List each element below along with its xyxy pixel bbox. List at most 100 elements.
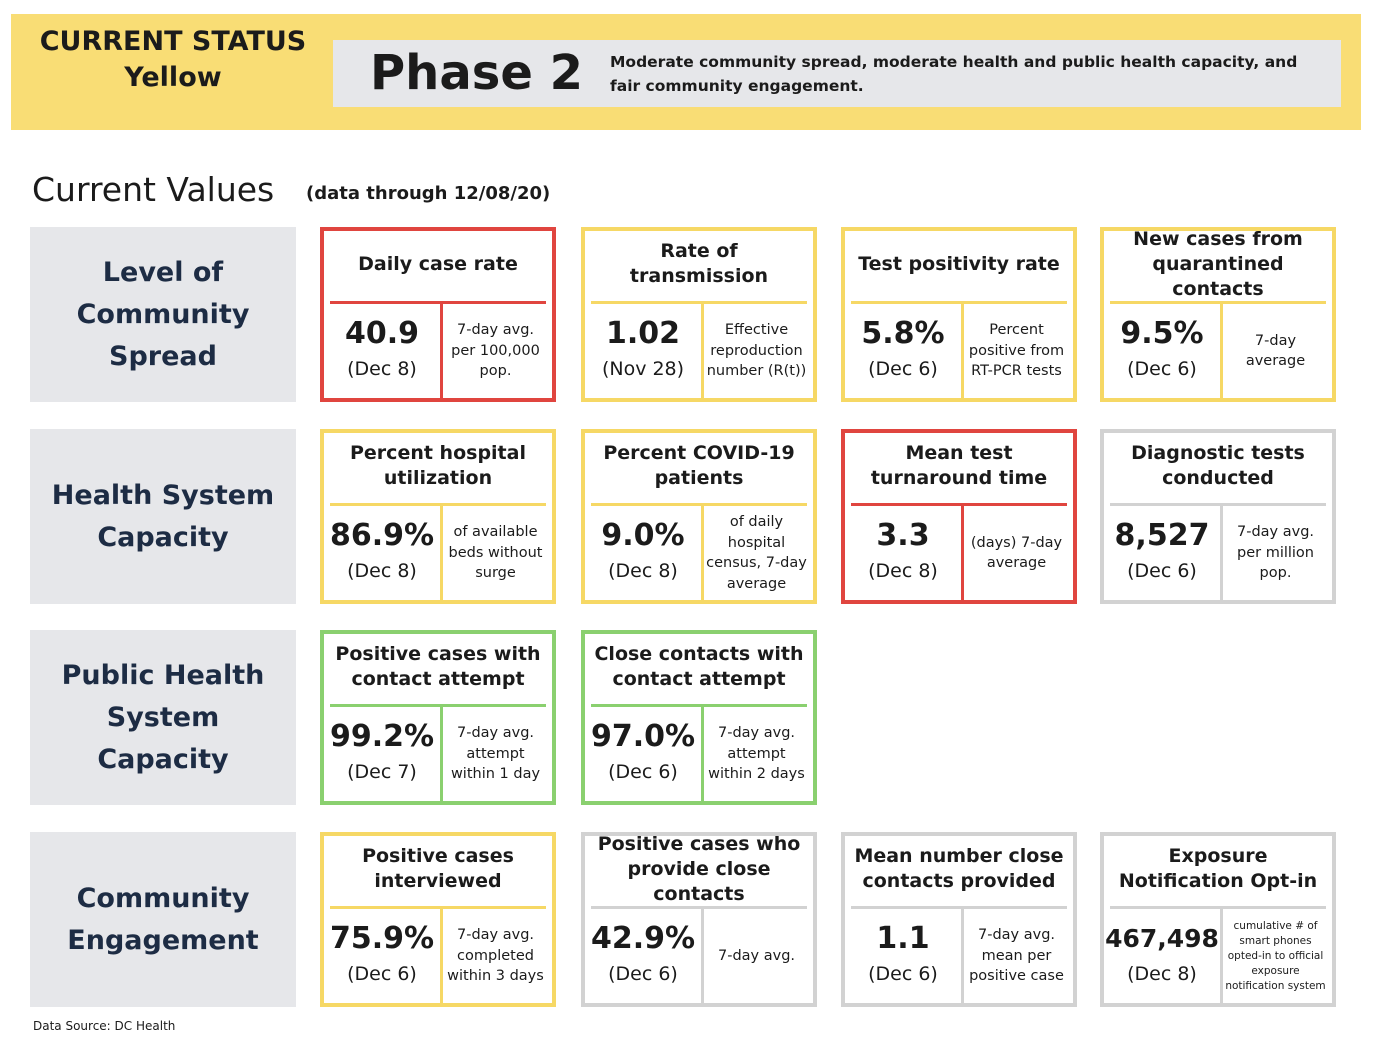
category-community-spread: Level of Community Spread (30, 227, 296, 402)
metric-title: Exposure Notification Opt-in (1118, 845, 1318, 892)
metric-date: (Nov 28) (601, 358, 685, 380)
divider (440, 304, 443, 398)
divider (591, 906, 807, 909)
divider (701, 707, 704, 801)
metric-card-mean-close-contacts: Mean number close contacts provided 1.1 … (841, 832, 1077, 1007)
metric-title: Test positivity rate (858, 252, 1060, 275)
metric-card-exposure-notification: Exposure Notification Opt-in 467,498 (De… (1100, 832, 1336, 1007)
phase-title: Phase 2 (370, 45, 583, 101)
category-community-engagement: Community Engagement (30, 832, 296, 1007)
status-heading: CURRENT STATUS (39, 26, 307, 57)
metric-date: (Dec 8) (347, 560, 417, 582)
metric-date: (Dec 6) (347, 963, 417, 985)
metric-title: Positive cases who provide close contact… (597, 832, 801, 905)
metric-title: Rate of transmission (629, 240, 769, 287)
divider (851, 503, 1067, 506)
divider (440, 506, 443, 600)
metric-card-diagnostic-tests: Diagnostic tests conducted 8,527 (Dec 6)… (1100, 429, 1336, 604)
divider (1110, 906, 1326, 909)
metric-note: of available beds without surge (448, 524, 543, 582)
metric-title: Diagnostic tests conducted (1131, 442, 1305, 489)
category-label: Community Engagement (67, 882, 259, 956)
divider (591, 301, 807, 304)
category-label: Level of Community Spread (76, 256, 250, 372)
metric-card-close-contact-attempt: Close contacts with contact attempt 97.0… (581, 630, 817, 805)
divider (961, 304, 964, 398)
metric-note: 7-day avg. per 100,000 pop. (451, 322, 540, 380)
metric-value: 1.1 (876, 921, 930, 956)
metric-card-test-positivity: Test positivity rate 5.8% (Dec 6) Percen… (841, 227, 1077, 402)
data-through-note: (data through 12/08/20) (306, 183, 551, 204)
metric-value: 5.8% (861, 316, 945, 351)
metric-note: 7-day avg. completed within 3 days (447, 927, 544, 985)
metric-date: (Dec 8) (608, 560, 678, 582)
metric-value: 86.9% (329, 518, 435, 553)
metric-date: (Dec 8) (1127, 963, 1197, 985)
divider (1110, 503, 1326, 506)
metric-value: 97.0% (590, 719, 696, 754)
metric-date: (Dec 7) (347, 761, 417, 783)
metric-note: Percent positive from RT-PCR tests (968, 322, 1065, 380)
metric-title: Daily case rate (358, 252, 518, 275)
metric-title: Close contacts with contact attempt (594, 643, 804, 690)
metric-title: Mean number close contacts provided (854, 845, 1064, 892)
metric-value: 75.9% (329, 921, 435, 956)
divider (961, 506, 964, 600)
metric-title: Percent hospital utilization (350, 442, 526, 489)
metric-note: 7-day avg. attempt within 2 days (708, 725, 805, 783)
metric-date: (Dec 6) (1127, 560, 1197, 582)
metric-card-covid-patients: Percent COVID-19 patients 9.0% (Dec 8) o… (581, 429, 817, 604)
metric-title: Mean test turnaround time (870, 442, 1048, 489)
current-status: CURRENT STATUS Yellow (20, 24, 326, 96)
phase-description: Moderate community spread, moderate heal… (610, 53, 1298, 95)
metric-date: (Dec 6) (608, 761, 678, 783)
divider (851, 906, 1067, 909)
metric-note: 7-day avg. per million pop. (1236, 524, 1315, 582)
metric-date: (Dec 6) (868, 963, 938, 985)
metric-title: New cases from quarantined contacts (1133, 227, 1303, 300)
metric-note: (days) 7-day average (970, 534, 1063, 572)
category-health-system: Health System Capacity (30, 429, 296, 604)
metric-note: 7-day avg. mean per positive case (969, 927, 1064, 985)
metric-date: (Dec 8) (868, 560, 938, 582)
metric-card-quarantined-contacts: New cases from quarantined contacts 9.5%… (1100, 227, 1336, 402)
divider (1220, 304, 1223, 398)
phase-panel (333, 40, 1341, 107)
divider (440, 707, 443, 801)
divider (591, 503, 807, 506)
divider (1220, 909, 1223, 1003)
divider (851, 301, 1067, 304)
metric-card-hospital-utilization: Percent hospital utilization 86.9% (Dec … (320, 429, 556, 604)
metric-value: 1.02 (605, 316, 681, 351)
metric-date: (Dec 6) (868, 358, 938, 380)
divider (330, 906, 546, 909)
metric-note: Effective reproduction number (R(t)) (706, 322, 807, 380)
metric-value: 99.2% (329, 719, 435, 754)
metric-value: 9.0% (601, 518, 685, 553)
metric-title: Percent COVID-19 patients (603, 442, 795, 489)
metric-date: (Dec 6) (608, 963, 678, 985)
metric-title: Positive cases interviewed (362, 845, 514, 892)
divider (701, 909, 704, 1003)
category-label: Public Health System Capacity (61, 659, 265, 775)
metric-card-rate-of-transmission: Rate of transmission 1.02 (Nov 28) Effec… (581, 227, 817, 402)
data-source: Data Source: DC Health (33, 1019, 176, 1033)
category-public-health: Public Health System Capacity (30, 630, 296, 805)
metric-note: 7-day average (1245, 332, 1306, 370)
metric-value: 40.9 (344, 316, 420, 351)
metric-note: 7-day avg. attempt within 1 day (450, 725, 541, 783)
divider (440, 909, 443, 1003)
metric-card-positive-contact-attempt: Positive cases with contact attempt 99.2… (320, 630, 556, 805)
metric-value: 3.3 (876, 518, 930, 553)
metric-note: of daily hospital census, 7-day average (706, 514, 807, 592)
metric-value: 8,527 (1114, 518, 1210, 553)
current-values-title: Current Values (32, 170, 275, 209)
metric-card-cases-provide-contacts: Positive cases who provide close contact… (581, 832, 817, 1007)
divider (701, 506, 704, 600)
metric-card-cases-interviewed: Positive cases interviewed 75.9% (Dec 6)… (320, 832, 556, 1007)
metric-card-daily-case-rate: Daily case rate 40.9 (Dec 8) 7-day avg. … (320, 227, 556, 402)
divider (330, 301, 546, 304)
divider (701, 304, 704, 398)
metric-note: cumulative # of smart phones opted-in to… (1225, 919, 1326, 992)
divider (1220, 506, 1223, 600)
